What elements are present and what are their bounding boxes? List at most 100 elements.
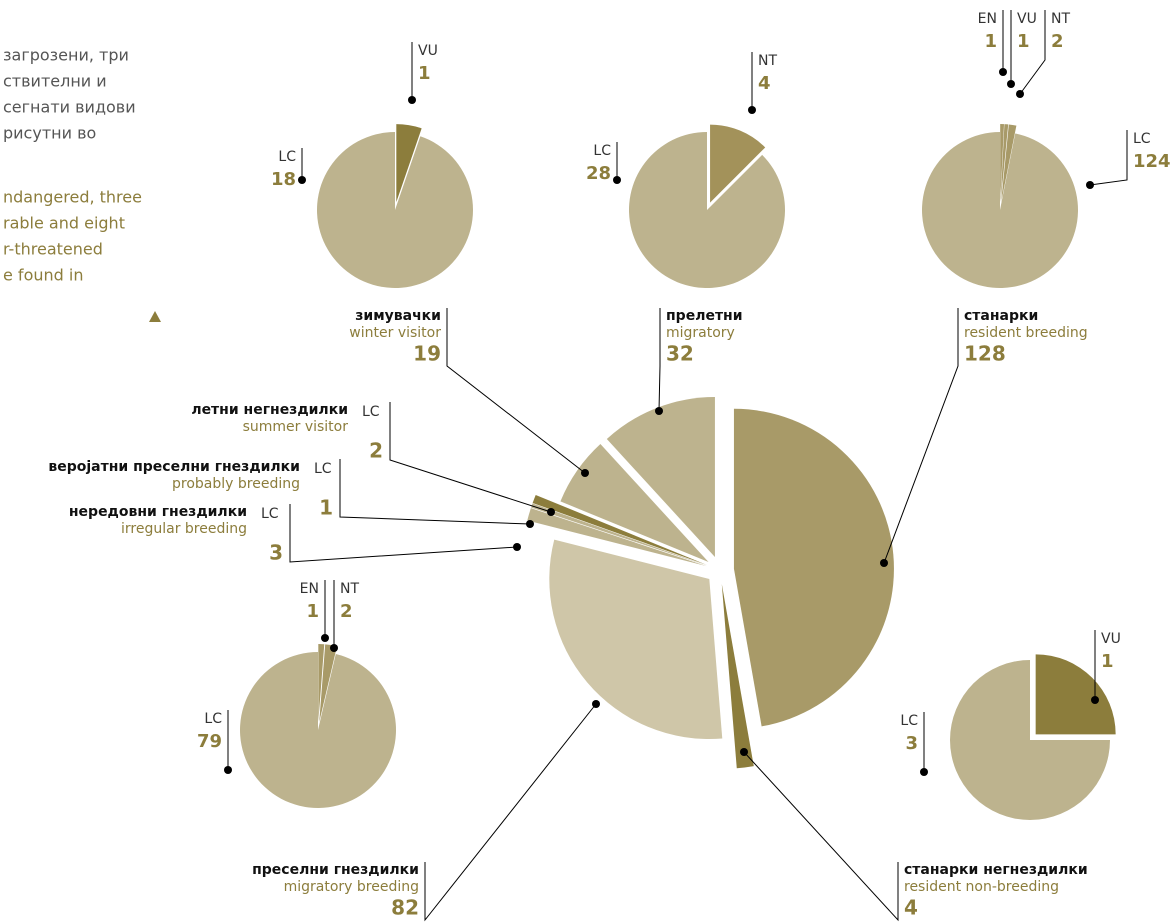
category-name: probably breeding	[172, 476, 300, 492]
leader-line	[446, 308, 586, 474]
pie-slice	[527, 508, 707, 567]
status-label: LC	[314, 461, 332, 477]
leader-dot	[613, 176, 621, 184]
leader-dot	[330, 644, 338, 652]
status-label: VU	[418, 43, 438, 59]
leader-line	[1019, 10, 1046, 95]
status-label: EN	[978, 11, 997, 27]
leader-dot	[1091, 696, 1099, 704]
status-label: LC	[593, 143, 611, 159]
count-label: 1	[306, 601, 319, 622]
pie-slice	[531, 503, 707, 566]
leader-line	[289, 504, 518, 563]
count-label: 1	[418, 63, 431, 84]
category-name: winter visitor	[349, 325, 441, 341]
pie-slice	[318, 644, 325, 723]
pie-slice	[733, 408, 894, 727]
pie-slice	[240, 652, 397, 808]
leader-dot	[1016, 90, 1024, 98]
intro-mk: загрозени, три	[3, 46, 129, 65]
status-label: LC	[204, 711, 222, 727]
count-label: 124	[1133, 151, 1171, 172]
pie-slice	[1035, 654, 1116, 735]
local-name: станарки	[964, 308, 1038, 324]
pie-slice	[1000, 124, 1009, 203]
leader-line	[658, 308, 661, 412]
count-label: 28	[586, 163, 611, 184]
status-label: NT	[1051, 11, 1070, 27]
status-label: EN	[300, 581, 319, 597]
status-label: VU	[1017, 11, 1037, 27]
local-name: нередовни гнездилки	[69, 504, 247, 520]
pie-slice	[950, 660, 1110, 820]
category-name: resident breeding	[964, 325, 1088, 341]
leader-dot	[880, 559, 888, 567]
local-name: веројатни преселни гнездилки	[48, 459, 300, 475]
leader-dot	[298, 176, 306, 184]
pie-slice	[606, 396, 715, 557]
leader-dot	[321, 634, 329, 642]
leader-dot	[513, 543, 521, 551]
count-label: 1	[1017, 31, 1030, 52]
status-label: NT	[758, 53, 777, 69]
leader-dot	[740, 748, 748, 756]
triangle-marker	[149, 311, 161, 322]
status-label: LC	[1133, 131, 1151, 147]
count-label: 79	[197, 731, 222, 752]
status-label: LC	[900, 713, 918, 729]
leader-dot	[592, 700, 600, 708]
category-name: resident non-breeding	[904, 879, 1059, 895]
pie-slice	[396, 124, 422, 203]
intro-mk: рисутни во	[3, 124, 96, 143]
local-name: прелетни	[666, 308, 743, 324]
pie-slice	[721, 583, 754, 769]
pie-slice	[922, 132, 1078, 288]
intro-mk: ствителни и	[3, 72, 107, 91]
leader-dot	[526, 520, 534, 528]
count-label: 82	[391, 896, 419, 920]
leader-dot	[655, 407, 663, 415]
pie-slice	[532, 494, 707, 566]
count-label: 1	[1101, 651, 1114, 672]
count-label: 18	[271, 169, 296, 190]
leader-dot	[920, 768, 928, 776]
intro-mk: сегнати видови	[3, 98, 136, 117]
pie-slice	[628, 132, 785, 288]
intro-en: rable and eight	[3, 214, 125, 233]
status-label: LC	[362, 404, 380, 420]
count-label: 2	[369, 439, 383, 463]
leader-line	[743, 751, 899, 922]
count-label: 19	[413, 342, 441, 366]
category-name: summer visitor	[243, 419, 349, 435]
leader-dot	[547, 508, 555, 516]
count-label: 3	[905, 733, 918, 754]
pie-slice	[1000, 124, 1005, 203]
leader-line	[389, 402, 552, 513]
leader-dot	[581, 469, 589, 477]
intro-en: ndangered, three	[3, 188, 142, 207]
local-name: зимувачки	[355, 308, 441, 324]
count-label: 2	[1051, 31, 1064, 52]
status-label: LC	[278, 149, 296, 165]
pie-slice	[560, 444, 709, 562]
leader-line	[339, 459, 531, 525]
pie-slice	[317, 132, 474, 288]
leader-dot	[999, 68, 1007, 76]
leader-dot	[408, 96, 416, 104]
category-name: migratory	[666, 325, 735, 341]
pie-slice	[319, 644, 337, 723]
leader-dot	[1007, 80, 1015, 88]
leader-line	[883, 308, 959, 564]
count-label: 3	[269, 541, 283, 565]
count-label: 2	[340, 601, 353, 622]
category-name: migratory breeding	[284, 879, 419, 895]
leader-dot	[1086, 181, 1094, 189]
status-label: VU	[1101, 631, 1121, 647]
intro-en: e found in	[3, 266, 83, 285]
count-label: 4	[904, 896, 918, 920]
count-label: 32	[666, 342, 694, 366]
status-label: LC	[261, 506, 279, 522]
count-label: 4	[758, 73, 771, 94]
pie-slice	[710, 124, 766, 203]
